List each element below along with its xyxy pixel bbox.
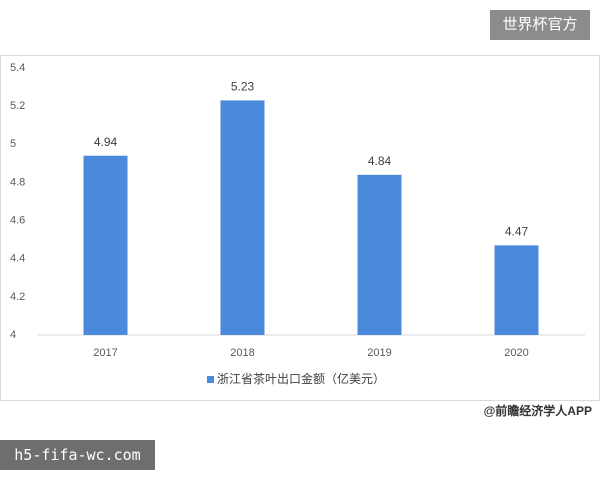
value-label: 4.84 — [368, 154, 392, 168]
x-tick-label: 2020 — [504, 347, 528, 359]
y-tick-label: 4.4 — [10, 253, 25, 265]
badge: 世界杯官方 — [490, 10, 590, 40]
value-label: 4.47 — [505, 225, 529, 239]
bar — [357, 174, 402, 335]
value-label: 4.94 — [94, 135, 118, 149]
value-label: 5.23 — [231, 80, 255, 94]
site-label: h5-fifa-wc.com — [0, 440, 155, 470]
y-tick-label: 5 — [10, 138, 16, 150]
source: @前瞻经济学人APP — [484, 403, 592, 418]
legend-swatch — [207, 376, 214, 383]
legend-label: 浙江省茶叶出口金额（亿美元） — [217, 371, 385, 386]
y-tick-label: 5.4 — [10, 62, 25, 74]
y-tick-label: 4 — [10, 329, 16, 341]
bar — [494, 245, 539, 335]
x-tick-label: 2018 — [230, 347, 254, 359]
y-tick-label: 5.2 — [10, 100, 25, 112]
x-tick-label: 2017 — [93, 347, 117, 359]
y-tick-label: 4.8 — [10, 176, 25, 188]
bar — [83, 155, 128, 335]
bar — [220, 100, 265, 336]
y-tick-label: 4.6 — [10, 214, 25, 226]
x-tick-label: 2019 — [367, 347, 391, 359]
y-tick-label: 4.2 — [10, 291, 25, 303]
